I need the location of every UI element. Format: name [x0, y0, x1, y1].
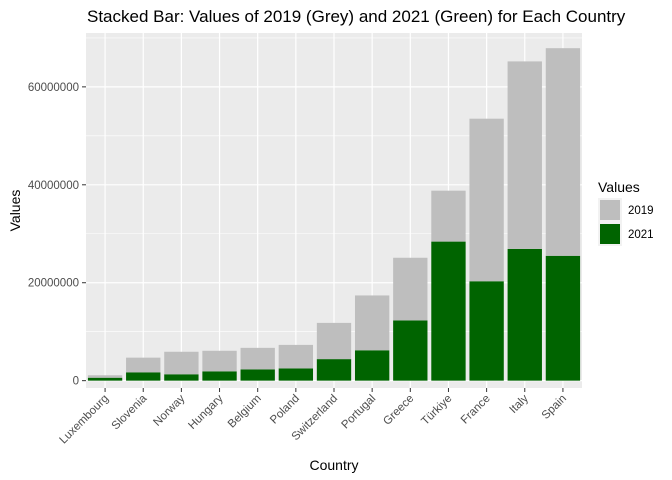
bar-2021-luxembourg [87, 377, 123, 381]
chart-title: Stacked Bar: Values of 2019 (Grey) and 2… [87, 7, 626, 26]
bar-2021-switzerland [316, 359, 352, 381]
y-tick-label: 0 [73, 376, 79, 388]
bar-2021-poland [278, 368, 314, 381]
bar-2019-luxembourg [87, 375, 123, 378]
bar-2021-greece [393, 320, 428, 381]
bar-2021-portugal [354, 350, 390, 381]
bar-2019-greece [393, 257, 428, 321]
legend: Values 2019 2021 [598, 179, 654, 246]
bar-2019-hungary [202, 350, 237, 372]
bar-2019-slovenia [126, 357, 161, 373]
bar-2021-belgium [240, 369, 275, 381]
bar-2019-norway [164, 351, 199, 375]
y-tick-label: 40000000 [28, 180, 79, 192]
bar-2019-italy [507, 61, 542, 249]
x-tick-label: Hungary [186, 392, 225, 431]
bar-2019-france [469, 118, 504, 282]
legend-title: Values [598, 179, 640, 195]
x-tick-label: France [459, 393, 493, 427]
y-axis: 0 20000000 40000000 60000000 [28, 82, 86, 388]
x-tick-label: Belgium [226, 393, 264, 431]
y-tick-label: 20000000 [28, 278, 79, 290]
bar-2019-portugal [354, 295, 390, 351]
bar-2019-switzerland [316, 322, 352, 360]
bar-2021-norway [164, 374, 199, 381]
bar-2021-france [469, 281, 504, 381]
x-tick-label: Greece [381, 393, 416, 428]
x-tick-label: Poland [268, 393, 302, 427]
bar-2021-hungary [202, 371, 237, 381]
legend-swatch-2019 [600, 200, 620, 220]
x-tick-label: Luxembourg [58, 393, 112, 447]
bar-2021-slovenia [126, 372, 161, 381]
x-tick-label: Spain [540, 393, 569, 422]
x-tick-label: Slovenia [110, 392, 150, 432]
x-tick-label: Portugal [339, 393, 378, 432]
bar-2019-poland [278, 344, 314, 369]
bar-2019-belgium [240, 347, 275, 370]
bar-2021-spain [545, 255, 581, 381]
x-axis-title: Country [309, 457, 358, 473]
x-tick-label: Italy [507, 392, 531, 416]
x-tick-label: Türkiye [419, 393, 454, 428]
bar-2019-türkiye [431, 190, 466, 242]
legend-label-2019: 2019 [628, 205, 654, 217]
y-axis-title: Values [7, 190, 23, 232]
x-tick-label: Norway [151, 392, 187, 428]
legend-swatch-2021 [600, 224, 620, 244]
y-tick-label: 60000000 [28, 82, 79, 94]
bar-2021-türkiye [431, 241, 466, 381]
legend-label-2021: 2021 [628, 229, 654, 241]
bar-2021-italy [507, 248, 542, 381]
bar-2019-spain [545, 48, 581, 256]
bars-group [87, 48, 581, 381]
